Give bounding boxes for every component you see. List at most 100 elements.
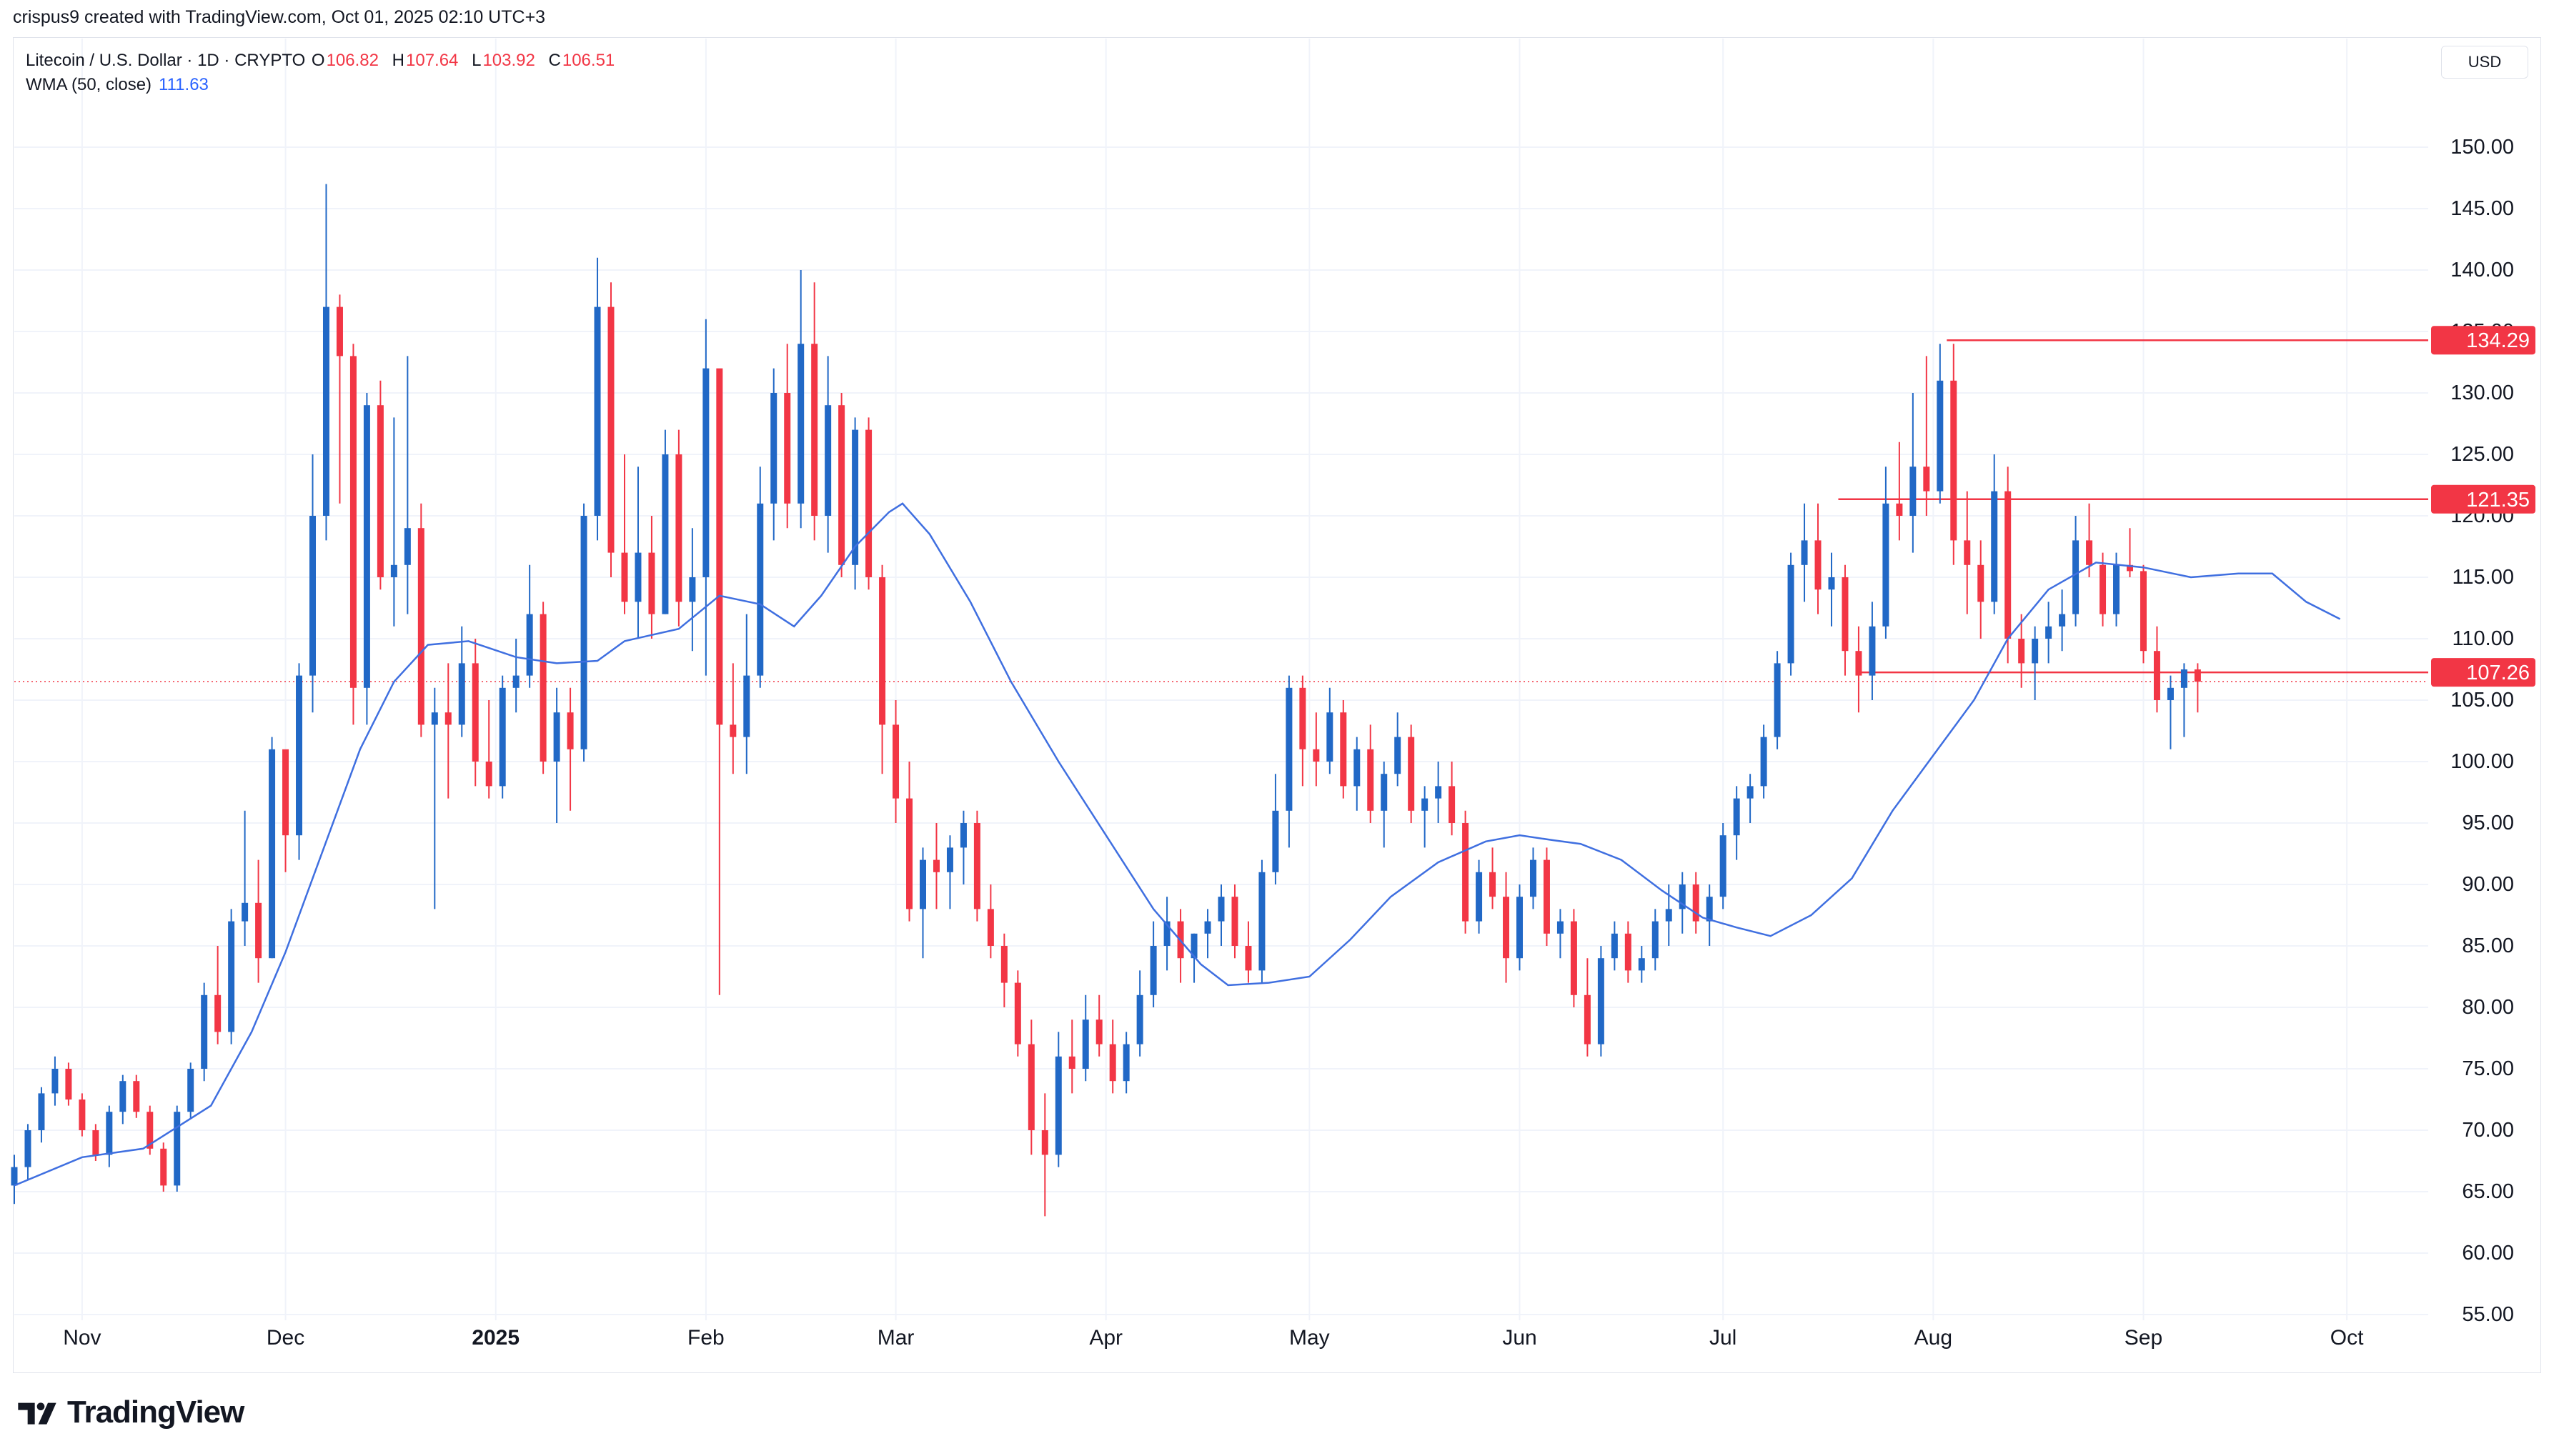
- level-layer: [14, 339, 2428, 682]
- candle-body: [160, 1148, 167, 1186]
- candle-body: [743, 675, 750, 737]
- y-tick-label: 100.00: [2450, 750, 2514, 773]
- candle-body: [1977, 564, 1984, 602]
- y-tick-label: 90.00: [2462, 873, 2514, 896]
- x-tick-label: May: [1289, 1326, 1330, 1350]
- candle-body: [1503, 897, 1510, 959]
- level-price-label: 107.26: [2466, 662, 2530, 684]
- candle-body: [1733, 798, 1740, 836]
- candle-body: [1950, 380, 1957, 541]
- legend-open-label: O: [311, 51, 325, 70]
- candle-body: [716, 368, 723, 725]
- candle-body: [2153, 651, 2160, 700]
- candle-body: [1964, 540, 1971, 565]
- candle-body: [1814, 540, 1822, 590]
- candle-body: [1597, 958, 1604, 1044]
- legend-close-value: 106.51: [562, 51, 615, 70]
- candle-body: [702, 368, 710, 577]
- candle-body: [417, 528, 424, 725]
- candle-body: [1706, 897, 1713, 922]
- candle-body: [228, 921, 235, 1032]
- candle-body: [1692, 884, 1699, 922]
- candle-body: [2004, 491, 2012, 639]
- candle-body: [1855, 651, 1862, 676]
- candle-body: [51, 1069, 59, 1094]
- y-tick-label: 60.00: [2462, 1242, 2514, 1265]
- candle-body: [1353, 749, 1361, 787]
- candle-body: [1421, 798, 1428, 811]
- candle-body: [797, 344, 805, 504]
- candle-body: [1408, 737, 1415, 811]
- candle-body: [1923, 467, 1930, 492]
- candle-body: [1543, 859, 1550, 934]
- candle-body: [757, 503, 764, 676]
- currency-button[interactable]: USD: [2441, 46, 2528, 79]
- candle-body: [282, 749, 289, 836]
- candle-body: [1476, 872, 1483, 922]
- candle-body: [1218, 897, 1225, 922]
- candle-body: [662, 454, 669, 614]
- candle-body: [1258, 872, 1266, 971]
- candle-body: [770, 393, 777, 504]
- candle-body: [309, 516, 317, 676]
- candle-body: [2086, 540, 2093, 565]
- candle-body: [1095, 1019, 1103, 1044]
- candle-body: [390, 564, 397, 577]
- y-tick-label: 55.00: [2462, 1303, 2514, 1326]
- candle-body: [38, 1093, 45, 1130]
- candle-body: [933, 859, 940, 872]
- candle-body: [1109, 1044, 1116, 1082]
- legend-high-label: H: [392, 51, 404, 70]
- y-tick-label: 65.00: [2462, 1180, 2514, 1203]
- candle-body: [2018, 639, 2025, 664]
- candle-body: [2045, 626, 2052, 639]
- candle-body: [1516, 897, 1524, 959]
- y-tick-label: 140.00: [2450, 259, 2514, 281]
- candle-body: [214, 994, 222, 1032]
- legend-low-value: 103.92: [482, 51, 535, 70]
- candle-body: [2100, 564, 2107, 614]
- legend-low-label: L: [472, 51, 482, 70]
- legend-close-label: C: [548, 51, 561, 70]
- candle-body: [1326, 712, 1333, 762]
- legend-ohlc-row: Litecoin / U.S. Dollar · 1D · CRYPTO O10…: [26, 49, 623, 73]
- legend-ma-value: 111.63: [159, 75, 209, 94]
- candle-body: [2126, 564, 2133, 572]
- y-tick-label: 85.00: [2462, 934, 2514, 957]
- level-price-tag: [2431, 658, 2535, 687]
- x-tick-label: Mar: [878, 1326, 915, 1350]
- candle-body: [1272, 810, 1279, 872]
- x-tick-label: Aug: [1914, 1326, 1952, 1350]
- candle-body: [1163, 921, 1171, 946]
- candle-body: [784, 393, 791, 504]
- ma-layer: [14, 502, 2341, 1187]
- candle-body: [499, 687, 506, 787]
- candle-body: [1638, 958, 1645, 971]
- candle-body: [1570, 921, 1577, 995]
- candle-body: [1787, 564, 1794, 664]
- candle-body: [1381, 774, 1388, 811]
- candle-body: [349, 356, 357, 688]
- candle-body: [553, 712, 560, 762]
- candle-body: [24, 1130, 31, 1167]
- candle-body: [1462, 823, 1469, 922]
- candle-body: [811, 344, 818, 516]
- candle-body: [431, 712, 438, 725]
- legend-open-value: 106.82: [326, 51, 379, 70]
- candle-body: [2167, 687, 2174, 700]
- brand-name: TradingView: [67, 1395, 244, 1430]
- candle-body: [1489, 872, 1496, 897]
- candle-body: [648, 552, 655, 614]
- candle-body: [1842, 577, 1849, 652]
- wma-line: [14, 502, 2341, 1187]
- candle-body: [485, 762, 492, 787]
- candle-body: [201, 994, 208, 1069]
- candle-body: [296, 675, 303, 836]
- candle-body: [512, 675, 520, 688]
- candle-body: [1204, 921, 1211, 934]
- candle-body: [825, 405, 832, 516]
- candle-body: [1991, 491, 1998, 602]
- legend-ma-row: WMA (50, close) 111.63: [26, 73, 623, 97]
- legend-high-value: 107.64: [406, 51, 459, 70]
